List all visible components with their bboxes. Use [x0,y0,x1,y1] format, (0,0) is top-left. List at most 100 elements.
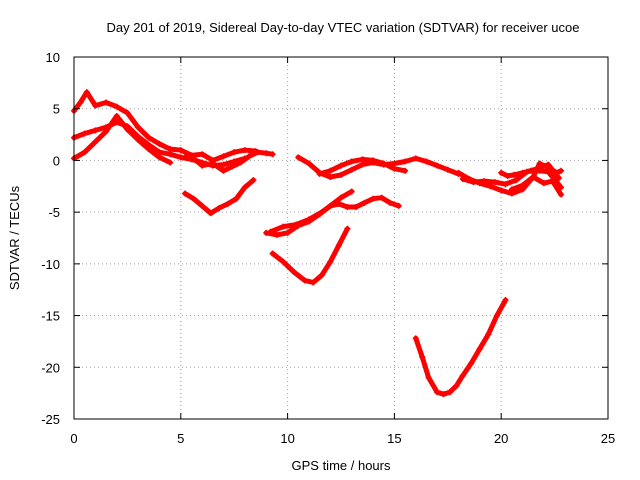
data-point [545,161,552,168]
data-point [536,167,543,174]
x-tick-label: 15 [387,431,401,446]
data-point [231,149,238,156]
data-point [378,194,385,201]
x-tick-label: 10 [280,431,294,446]
data-point [359,156,366,163]
data-point [280,223,287,230]
data-point [348,166,355,173]
data-point [528,167,535,174]
data-point [291,269,298,276]
data-point [555,175,562,182]
series-arc-d [182,149,276,174]
series-line [268,195,402,235]
data-point [444,166,451,173]
data-point [412,335,419,342]
y-tick-label: 10 [46,50,60,65]
data-point [280,258,287,265]
data-point [453,382,460,389]
series-arc-a [71,89,259,164]
data-point [167,146,174,153]
data-point [348,188,355,195]
data-point [493,312,500,319]
data-point [113,112,120,119]
data-point [241,147,248,154]
series-arc-j [316,156,409,177]
data-point [229,163,236,170]
data-point [423,158,430,165]
y-tick-label: 0 [53,153,60,168]
data-point [502,297,509,304]
data-point [81,149,88,156]
data-point [318,209,325,216]
data-point [348,158,355,165]
data-point [83,89,90,96]
data-point [135,124,142,131]
data-point [434,162,441,169]
data-point [344,203,351,210]
data-point [387,199,394,206]
data-point [338,162,344,169]
data-point [459,176,466,183]
data-point [250,177,257,184]
series-arc-e [182,177,257,217]
data-point [391,160,398,167]
x-tick-label: 0 [70,431,77,446]
data-point [468,360,475,367]
data-point [167,151,174,158]
data-point [425,374,432,381]
y-tick-label: 5 [53,102,60,117]
data-point [335,200,342,207]
data-point [295,154,302,161]
data-point [391,165,398,172]
data-point [519,169,526,176]
data-point [434,389,441,396]
data-point [220,167,227,174]
data-point [498,187,505,194]
data-point [220,161,227,168]
data-point [338,194,344,201]
data-point [81,130,88,137]
data-point [124,109,131,116]
data-point [156,149,163,156]
data-point [135,136,142,143]
data-point [470,179,477,186]
x-axis-label: GPS time / hours [292,458,391,473]
data-point [402,167,409,174]
data-point [103,99,110,106]
data-point [327,173,334,180]
data-point [380,160,387,167]
data-point [344,225,351,232]
data-point [316,170,323,177]
series-line [71,113,173,165]
data-point [338,171,344,178]
data-point [545,168,552,175]
data-point [113,103,120,110]
data-point [491,179,498,186]
data-point [246,153,253,160]
ticks: 0 5 10 15 20 25 -25 -20 -15 -10 -5 0 5 10 [41,50,615,446]
data-point [446,389,453,396]
y-tick-label: -15 [41,309,60,324]
data-point [558,191,565,198]
data-point [504,172,511,179]
data-point [92,102,99,109]
series-arc-k [412,297,509,398]
data-point [558,167,565,174]
data-point [284,229,291,236]
chart-title: Day 201 of 2019, Sidereal Day-to-day VTE… [106,20,579,35]
data-point [199,202,206,209]
data-point [190,155,197,162]
data-point [156,154,163,161]
data-point [310,279,317,286]
data-point [370,157,377,164]
data-point [145,134,152,141]
data-point [103,128,110,135]
data-point [530,173,537,180]
data-point [237,159,244,166]
y-tick-label: -10 [41,257,60,272]
series-arc-c [71,112,174,166]
x-tick-label: 25 [601,431,615,446]
data-point [190,195,197,202]
data-point [440,391,447,398]
